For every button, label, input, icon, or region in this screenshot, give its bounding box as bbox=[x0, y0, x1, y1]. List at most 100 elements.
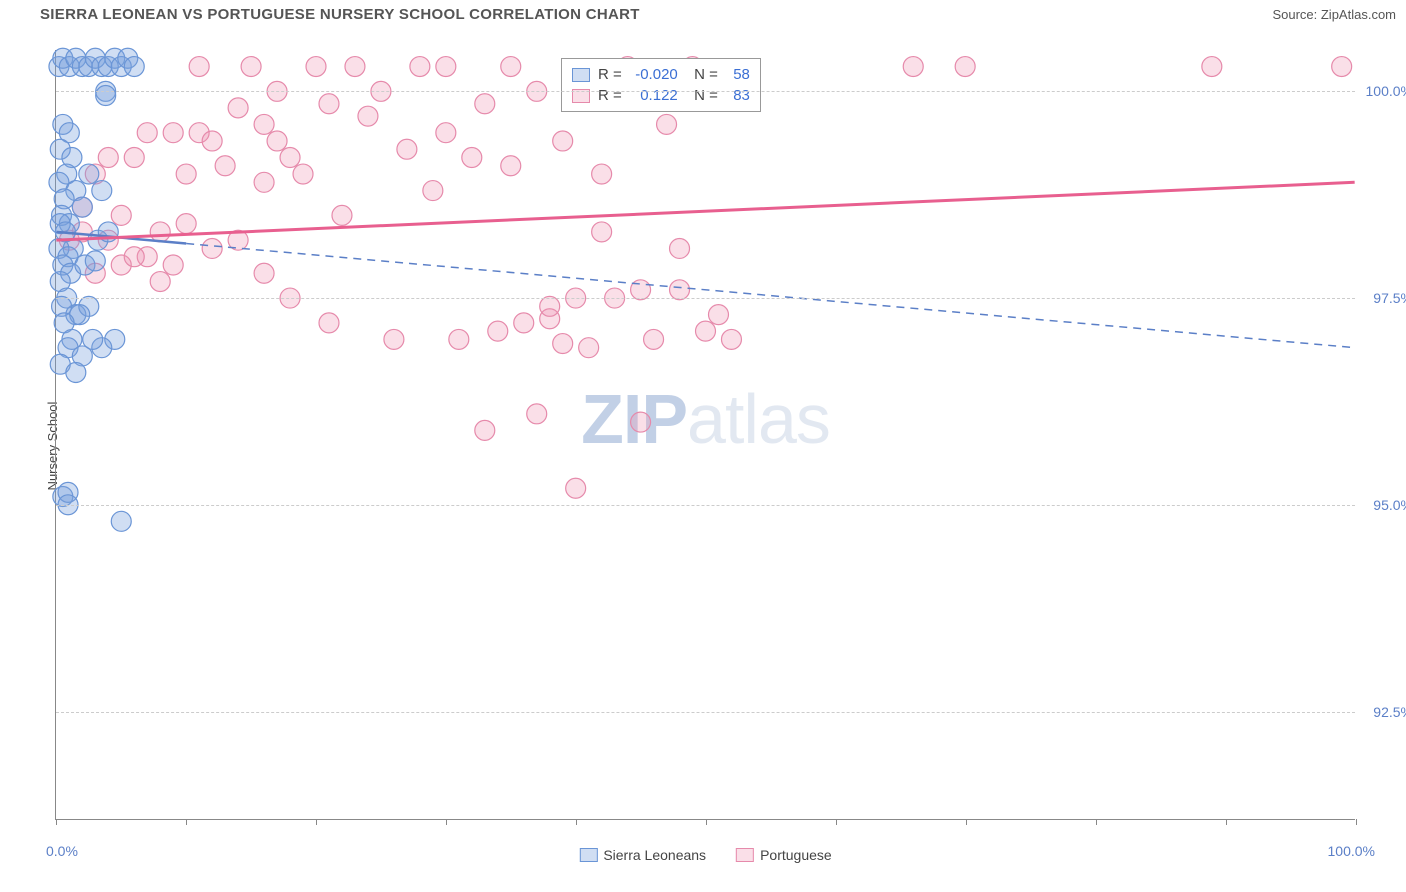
gridline bbox=[56, 298, 1355, 299]
scatter-point bbox=[163, 255, 183, 275]
scatter-point bbox=[488, 321, 508, 341]
scatter-point bbox=[708, 305, 728, 325]
scatter-point bbox=[436, 123, 456, 143]
legend-item-sl: Sierra Leoneans bbox=[579, 847, 706, 863]
scatter-point bbox=[1332, 57, 1352, 77]
x-max-label: 100.0% bbox=[1328, 843, 1375, 859]
scatter-point bbox=[358, 106, 378, 126]
scatter-point bbox=[475, 94, 495, 114]
x-tick-mark bbox=[1096, 819, 1097, 825]
legend-label-pt: Portuguese bbox=[760, 847, 832, 863]
scatter-point bbox=[397, 139, 417, 159]
scatter-point bbox=[423, 181, 443, 201]
x-tick-mark bbox=[1226, 819, 1227, 825]
scatter-point bbox=[514, 313, 534, 333]
scatter-point bbox=[384, 329, 404, 349]
stats-legend: R = -0.020 N = 58 R = 0.122 N = 83 bbox=[561, 58, 761, 112]
scatter-point bbox=[79, 164, 99, 184]
scatter-point bbox=[644, 329, 664, 349]
gridline bbox=[56, 91, 1355, 92]
scatter-point bbox=[280, 148, 300, 168]
scatter-point bbox=[66, 362, 86, 382]
scatter-point bbox=[721, 329, 741, 349]
legend-swatch-sl bbox=[579, 848, 597, 862]
x-tick-mark bbox=[186, 819, 187, 825]
scatter-point bbox=[436, 57, 456, 77]
legend-swatch-pt bbox=[736, 848, 754, 862]
scatter-point bbox=[215, 156, 235, 176]
scatter-point bbox=[475, 420, 495, 440]
stats-n-sl: 58 bbox=[726, 66, 750, 83]
scatter-point bbox=[92, 181, 112, 201]
scatter-point bbox=[670, 238, 690, 258]
stats-row-sl: R = -0.020 N = 58 bbox=[572, 64, 750, 85]
scatter-point bbox=[501, 57, 521, 77]
scatter-point bbox=[657, 114, 677, 134]
stats-n-label-2: N = bbox=[686, 87, 718, 104]
scatter-point bbox=[150, 222, 170, 242]
scatter-point bbox=[111, 205, 131, 225]
scatter-point bbox=[501, 156, 521, 176]
swatch-sl bbox=[572, 68, 590, 82]
scatter-point bbox=[462, 148, 482, 168]
x-tick-mark bbox=[836, 819, 837, 825]
legend-label-sl: Sierra Leoneans bbox=[603, 847, 706, 863]
scatter-point bbox=[410, 57, 430, 77]
scatter-point bbox=[566, 478, 586, 498]
scatter-point bbox=[124, 148, 144, 168]
scatter-point bbox=[332, 205, 352, 225]
y-tick-label: 92.5% bbox=[1361, 704, 1406, 720]
x-min-label: 0.0% bbox=[46, 843, 78, 859]
x-tick-mark bbox=[56, 819, 57, 825]
scatter-point bbox=[345, 57, 365, 77]
scatter-point bbox=[163, 123, 183, 143]
scatter-point bbox=[553, 131, 573, 151]
stats-n-label: N = bbox=[686, 66, 718, 83]
stats-r-label-2: R = bbox=[598, 87, 622, 104]
y-tick-label: 100.0% bbox=[1361, 83, 1406, 99]
header: SIERRA LEONEAN VS PORTUGUESE NURSERY SCH… bbox=[0, 0, 1406, 27]
scatter-point bbox=[124, 247, 144, 267]
scatter-point bbox=[202, 238, 222, 258]
x-tick-mark bbox=[706, 819, 707, 825]
gridline bbox=[56, 712, 1355, 713]
stats-r-sl: -0.020 bbox=[630, 66, 678, 83]
x-tick-mark bbox=[316, 819, 317, 825]
chart-title: SIERRA LEONEAN VS PORTUGUESE NURSERY SCH… bbox=[40, 6, 640, 23]
scatter-point bbox=[592, 164, 612, 184]
y-tick-label: 95.0% bbox=[1361, 497, 1406, 513]
scatter-point bbox=[228, 98, 248, 118]
x-tick-mark bbox=[1356, 819, 1357, 825]
scatter-point bbox=[579, 338, 599, 358]
scatter-point bbox=[592, 222, 612, 242]
scatter-point bbox=[696, 321, 716, 341]
scatter-point bbox=[903, 57, 923, 77]
x-tick-mark bbox=[966, 819, 967, 825]
scatter-point bbox=[254, 114, 274, 134]
scatter-point bbox=[553, 334, 573, 354]
scatter-point bbox=[319, 313, 339, 333]
scatter-point bbox=[137, 123, 157, 143]
scatter-point bbox=[267, 131, 287, 151]
scatter-point bbox=[111, 511, 131, 531]
scatter-point bbox=[670, 280, 690, 300]
scatter-point bbox=[527, 404, 547, 424]
scatter-point bbox=[254, 263, 274, 283]
scatter-point bbox=[306, 57, 326, 77]
scatter-point bbox=[241, 57, 261, 77]
scatter-svg bbox=[56, 50, 1355, 819]
scatter-point bbox=[631, 412, 651, 432]
scatter-point bbox=[83, 329, 103, 349]
source-label: Source: ZipAtlas.com bbox=[1272, 7, 1396, 22]
scatter-point bbox=[72, 197, 92, 217]
stats-row-pt: R = 0.122 N = 83 bbox=[572, 85, 750, 106]
scatter-point bbox=[254, 172, 274, 192]
scatter-point bbox=[96, 85, 116, 105]
scatter-point bbox=[1202, 57, 1222, 77]
y-tick-label: 97.5% bbox=[1361, 290, 1406, 306]
stats-r-label: R = bbox=[598, 66, 622, 83]
stats-n-pt: 83 bbox=[726, 87, 750, 104]
x-tick-mark bbox=[576, 819, 577, 825]
scatter-point bbox=[449, 329, 469, 349]
trend-line bbox=[56, 182, 1354, 240]
